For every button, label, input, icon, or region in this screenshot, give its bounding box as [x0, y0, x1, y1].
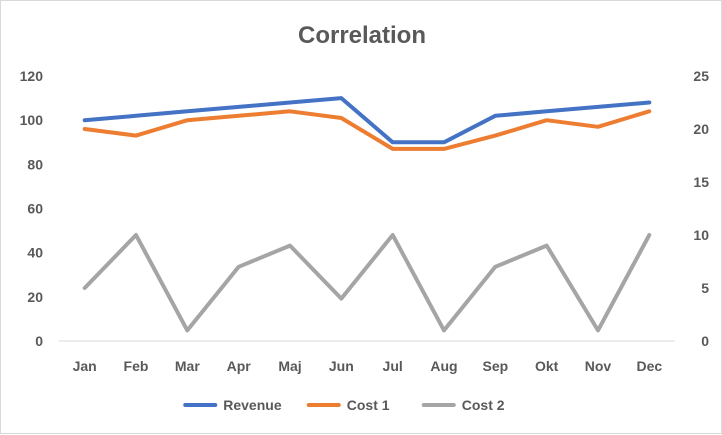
left-tick-label: 80 [27, 156, 43, 172]
x-tick-label: Okt [535, 358, 559, 374]
x-tick-label: Jul [383, 358, 403, 374]
right-tick-label: 25 [693, 68, 709, 84]
left-tick-label: 40 [27, 245, 43, 261]
x-tick-label: Apr [227, 358, 252, 374]
right-tick-label: 5 [701, 280, 709, 296]
left-tick-label: 20 [27, 289, 43, 305]
left-tick-label: 60 [27, 201, 43, 217]
legend: Revenue Cost 1 Cost 2 [183, 397, 505, 413]
left-tick-label: 100 [20, 112, 44, 128]
series-line-cost-2 [82, 233, 652, 333]
right-tick-label: 0 [701, 333, 709, 349]
x-tick-label: Jan [73, 358, 97, 374]
left-tick-label: 120 [20, 68, 44, 84]
right-axis-ticks: 0 5 10 15 20 25 [693, 68, 709, 349]
legend-label-cost-1: Cost 1 [347, 397, 390, 413]
left-axis-ticks: 0 20 40 60 80 100 120 [20, 68, 44, 349]
series-line-revenue [82, 96, 652, 145]
x-tick-label: Feb [124, 358, 149, 374]
right-tick-label: 20 [693, 121, 709, 137]
legend-label-revenue: Revenue [223, 397, 282, 413]
right-tick-label: 10 [693, 227, 709, 243]
x-tick-label: Aug [430, 358, 457, 374]
x-tick-label: Mar [175, 358, 200, 374]
x-tick-label: Sep [482, 358, 508, 374]
x-tick-label: Dec [636, 358, 662, 374]
x-tick-label: Nov [585, 358, 612, 374]
series-line-cost-1 [82, 109, 652, 151]
series-lines [82, 96, 652, 333]
chart-title: Correlation [298, 22, 426, 49]
left-tick-label: 0 [35, 333, 43, 349]
x-tick-label: Maj [278, 358, 301, 374]
legend-label-cost-2: Cost 2 [462, 397, 505, 413]
x-tick-label: Jun [329, 358, 354, 374]
right-tick-label: 15 [693, 174, 709, 190]
x-axis-ticks: Jan Feb Mar Apr Maj Jun Jul Aug Sep Okt Nov Dec [73, 358, 663, 374]
